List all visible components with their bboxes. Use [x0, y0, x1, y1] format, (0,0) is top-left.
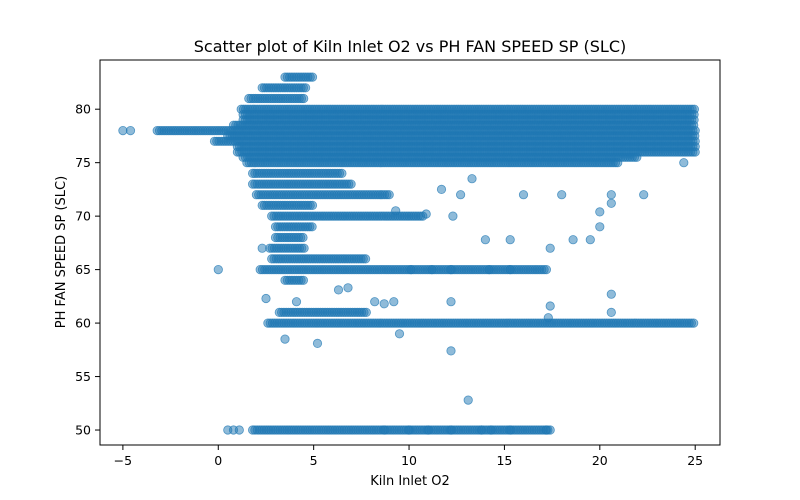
chart-title: Scatter plot of Kiln Inlet O2 vs PH FAN … — [194, 37, 626, 56]
data-point — [298, 232, 308, 243]
data-point — [343, 283, 353, 293]
x-tick-label: −5 — [114, 453, 132, 468]
data-point — [421, 209, 431, 219]
data-point — [337, 168, 347, 178]
data-point — [299, 93, 309, 104]
x-tick-label: 15 — [496, 453, 512, 468]
data-point — [379, 425, 389, 435]
data-point — [505, 235, 515, 245]
data-point — [463, 395, 473, 405]
x-tick-label: 0 — [214, 453, 222, 468]
data-point — [679, 158, 689, 168]
data-point — [543, 313, 553, 323]
plot-frame — [99, 59, 721, 446]
data-point — [394, 329, 405, 339]
data-point — [446, 297, 456, 307]
data-point — [632, 152, 642, 162]
data-point — [689, 318, 699, 328]
x-tick-label: 5 — [310, 453, 318, 468]
data-point — [406, 264, 416, 275]
data-point — [486, 425, 496, 435]
data-point — [307, 200, 318, 210]
data-point — [307, 72, 318, 82]
x-tick-label: 10 — [401, 453, 417, 468]
data-point — [455, 190, 466, 200]
data-point — [312, 338, 323, 348]
data-point — [613, 158, 623, 168]
data-point — [333, 285, 344, 295]
data-point — [125, 126, 136, 136]
data-point — [518, 190, 529, 200]
data-point — [261, 293, 271, 304]
data-point — [213, 264, 223, 275]
data-point — [446, 264, 456, 275]
data-point — [476, 425, 487, 435]
data-point — [606, 307, 616, 317]
y-tick-label: 65 — [75, 262, 91, 277]
data-point — [541, 264, 552, 275]
y-axis-label: PH FAN SPEED SP (SLC) — [54, 176, 69, 328]
data-point — [545, 301, 555, 311]
data-point — [300, 83, 311, 93]
data-point — [505, 425, 515, 435]
x-tick-label: 25 — [687, 453, 703, 468]
data-point — [423, 425, 433, 435]
data-point — [639, 190, 649, 200]
y-tick-label: 50 — [75, 423, 91, 438]
data-point — [404, 425, 414, 435]
data-point — [448, 211, 458, 221]
x-axis-ticks: −5 0 5 10 15 20 25 — [114, 445, 703, 468]
data-point — [545, 243, 555, 253]
data-point — [361, 307, 371, 317]
data-point — [436, 184, 447, 194]
data-point — [299, 243, 309, 253]
x-axis-label: Kiln Inlet O2 — [370, 474, 450, 489]
data-point — [541, 425, 552, 435]
data-point — [234, 425, 244, 435]
data-point — [360, 254, 371, 264]
data-point — [484, 264, 494, 275]
data-point — [257, 243, 267, 253]
data-point — [690, 147, 700, 157]
y-tick-label: 70 — [75, 209, 91, 224]
y-tick-label: 75 — [75, 155, 91, 170]
data-point — [427, 264, 437, 275]
data-point — [391, 206, 401, 216]
y-axis-ticks: 50 55 60 65 70 75 80 — [75, 102, 100, 438]
data-point — [298, 275, 308, 285]
data-point — [606, 198, 616, 208]
data-point — [585, 235, 595, 245]
x-tick-label: 20 — [592, 453, 608, 468]
data-point — [370, 297, 380, 307]
data-point — [595, 207, 605, 217]
data-point — [346, 179, 356, 189]
data-point — [307, 222, 317, 232]
data-point — [389, 297, 399, 307]
y-tick-label: 55 — [75, 369, 91, 384]
y-tick-label: 60 — [75, 316, 91, 331]
points-layer — [118, 72, 700, 435]
data-point — [606, 289, 616, 299]
data-point — [446, 346, 456, 356]
data-point — [291, 297, 302, 307]
y-tick-label: 80 — [75, 102, 91, 117]
data-point — [606, 190, 616, 200]
data-point — [568, 235, 578, 245]
data-point — [480, 235, 490, 245]
data-point — [446, 425, 456, 435]
data-point — [505, 264, 515, 275]
data-point — [280, 334, 290, 344]
data-point — [118, 126, 128, 136]
data-point — [557, 190, 567, 200]
data-point — [379, 299, 389, 309]
data-point — [467, 174, 477, 184]
data-point — [384, 190, 394, 200]
data-point — [595, 222, 605, 232]
